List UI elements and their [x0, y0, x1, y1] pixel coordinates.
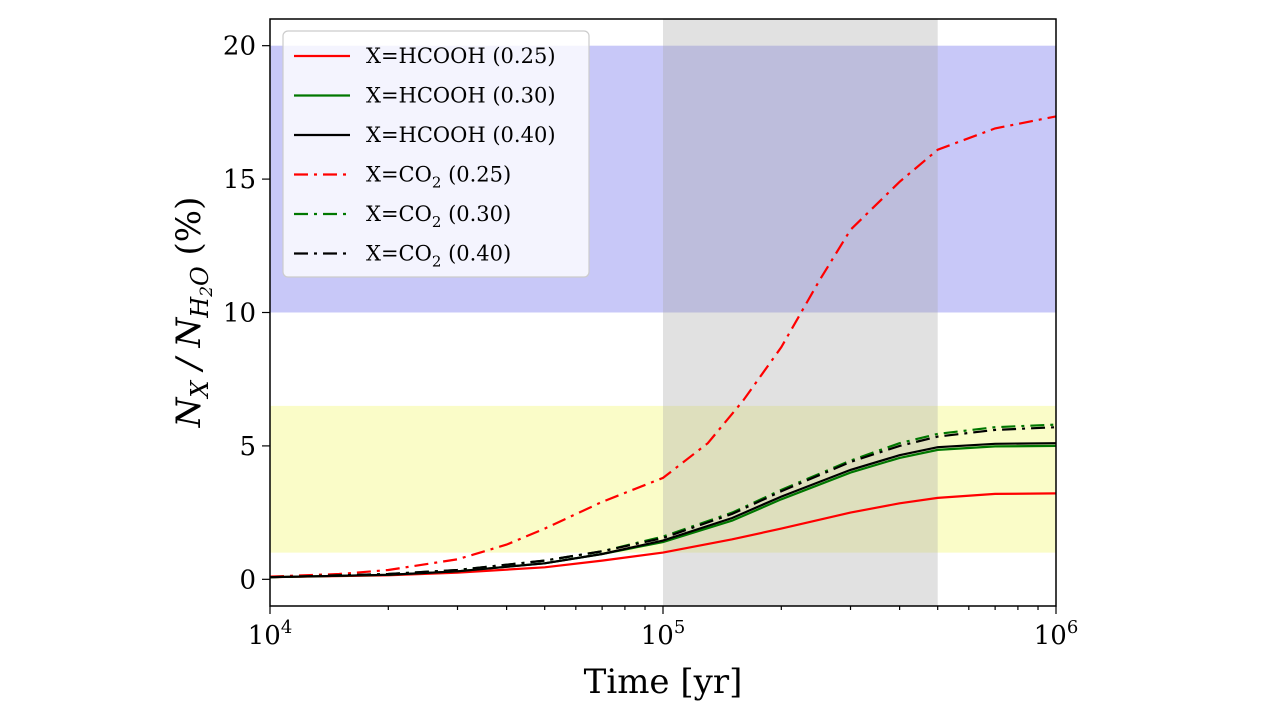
x-tick-base: 10	[1034, 621, 1067, 651]
legend-entries: X=HCOOH (0.25)X=HCOOH (0.30)X=HCOOH (0.4…	[294, 44, 556, 271]
legend: X=HCOOH (0.25)X=HCOOH (0.30)X=HCOOH (0.4…	[282, 30, 590, 278]
y-tick-label-1: 0	[239, 565, 256, 595]
series-line-1	[270, 492, 1056, 579]
legend-label-5: X=CO2 (0.30)	[366, 202, 511, 231]
legend-box	[282, 30, 590, 278]
x-tick-labels: 104 105 106	[248, 617, 1079, 651]
x-tick-exponent: 6	[1067, 617, 1078, 638]
shaded-region-3	[663, 19, 938, 606]
y-label-mid: / N	[169, 316, 209, 380]
y-label-sub-h: H	[186, 296, 214, 319]
legend-param: (0.40)	[441, 242, 511, 266]
x-tick-exponent: 4	[281, 617, 292, 638]
y-tick-label-5: 20	[223, 32, 256, 62]
y-axis-label: NX / NH2O (%)	[169, 197, 217, 429]
legend-species: X=CO	[366, 242, 432, 266]
legend-param: (0.25)	[486, 44, 556, 68]
legend-label-6: X=CO2 (0.40)	[366, 242, 511, 271]
legend-label-2: X=HCOOH (0.30)	[366, 84, 556, 108]
legend-subscript: 2	[432, 213, 442, 231]
series-line-4	[270, 115, 1056, 578]
legend-param: (0.25)	[441, 163, 511, 187]
legend-species: X=HCOOH	[366, 44, 486, 68]
x-tick-base: 10	[641, 621, 674, 651]
legend-subscript: 2	[432, 253, 442, 271]
series-line-6	[270, 426, 1056, 579]
legend-species: X=HCOOH	[366, 84, 486, 108]
x-tick-base: 10	[248, 621, 281, 651]
legend-species: X=CO	[366, 202, 432, 226]
series-line-3	[270, 442, 1056, 579]
y-tick-label-2: 5	[239, 432, 256, 462]
legend-label-3: X=HCOOH (0.40)	[366, 123, 556, 147]
y-tick-labels: 0 5 10 15 20	[223, 32, 256, 596]
legend-param: (0.40)	[486, 123, 556, 147]
axis-ticks	[262, 45, 1057, 614]
y-label-sub-o: O	[186, 266, 214, 286]
y-label-n: N	[169, 396, 209, 428]
x-tick-label-1: 104	[248, 617, 293, 651]
x-tick-label-2: 105	[641, 617, 686, 651]
legend-label-1: X=HCOOH (0.25)	[366, 44, 556, 68]
legend-param: (0.30)	[441, 202, 511, 226]
legend-subscript: 2	[432, 174, 442, 192]
y-tick-label-3: 10	[223, 299, 256, 329]
shaded-region-2	[270, 405, 1056, 553]
y-label-sub-2: 2	[197, 286, 217, 298]
legend-species: X=CO	[366, 163, 432, 187]
y-tick-label-4: 15	[223, 165, 256, 195]
y-label-unit: (%)	[169, 197, 209, 267]
legend-species: X=HCOOH	[366, 123, 486, 147]
x-tick-label-3: 106	[1034, 617, 1079, 651]
x-tick-exponent: 5	[674, 617, 685, 638]
y-label-sub-x: X	[186, 380, 214, 400]
legend-label-4: X=CO2 (0.25)	[366, 163, 511, 192]
x-axis-label: Time [yr]	[584, 662, 743, 702]
legend-param: (0.30)	[486, 84, 556, 108]
series-lines	[270, 115, 1056, 579]
